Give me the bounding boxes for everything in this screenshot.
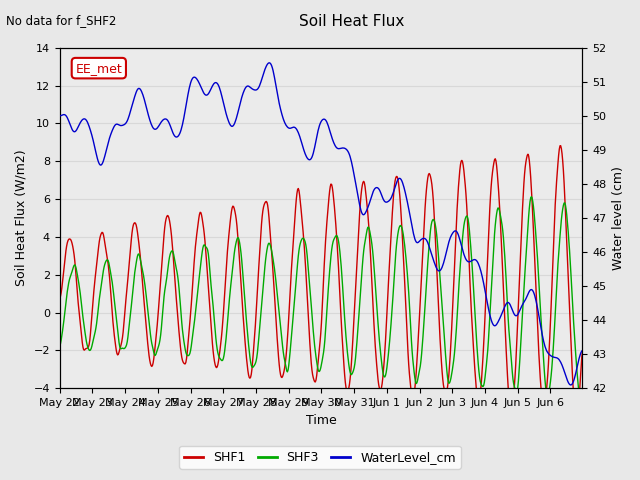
Text: Soil Heat Flux: Soil Heat Flux <box>300 14 404 29</box>
Y-axis label: Water level (cm): Water level (cm) <box>612 166 625 270</box>
Text: No data for f_SHF2: No data for f_SHF2 <box>6 14 116 27</box>
X-axis label: Time: Time <box>306 414 337 427</box>
Y-axis label: Soil Heat Flux (W/m2): Soil Heat Flux (W/m2) <box>15 150 28 287</box>
Text: EE_met: EE_met <box>76 61 122 74</box>
Legend: SHF1, SHF3, WaterLevel_cm: SHF1, SHF3, WaterLevel_cm <box>179 446 461 469</box>
